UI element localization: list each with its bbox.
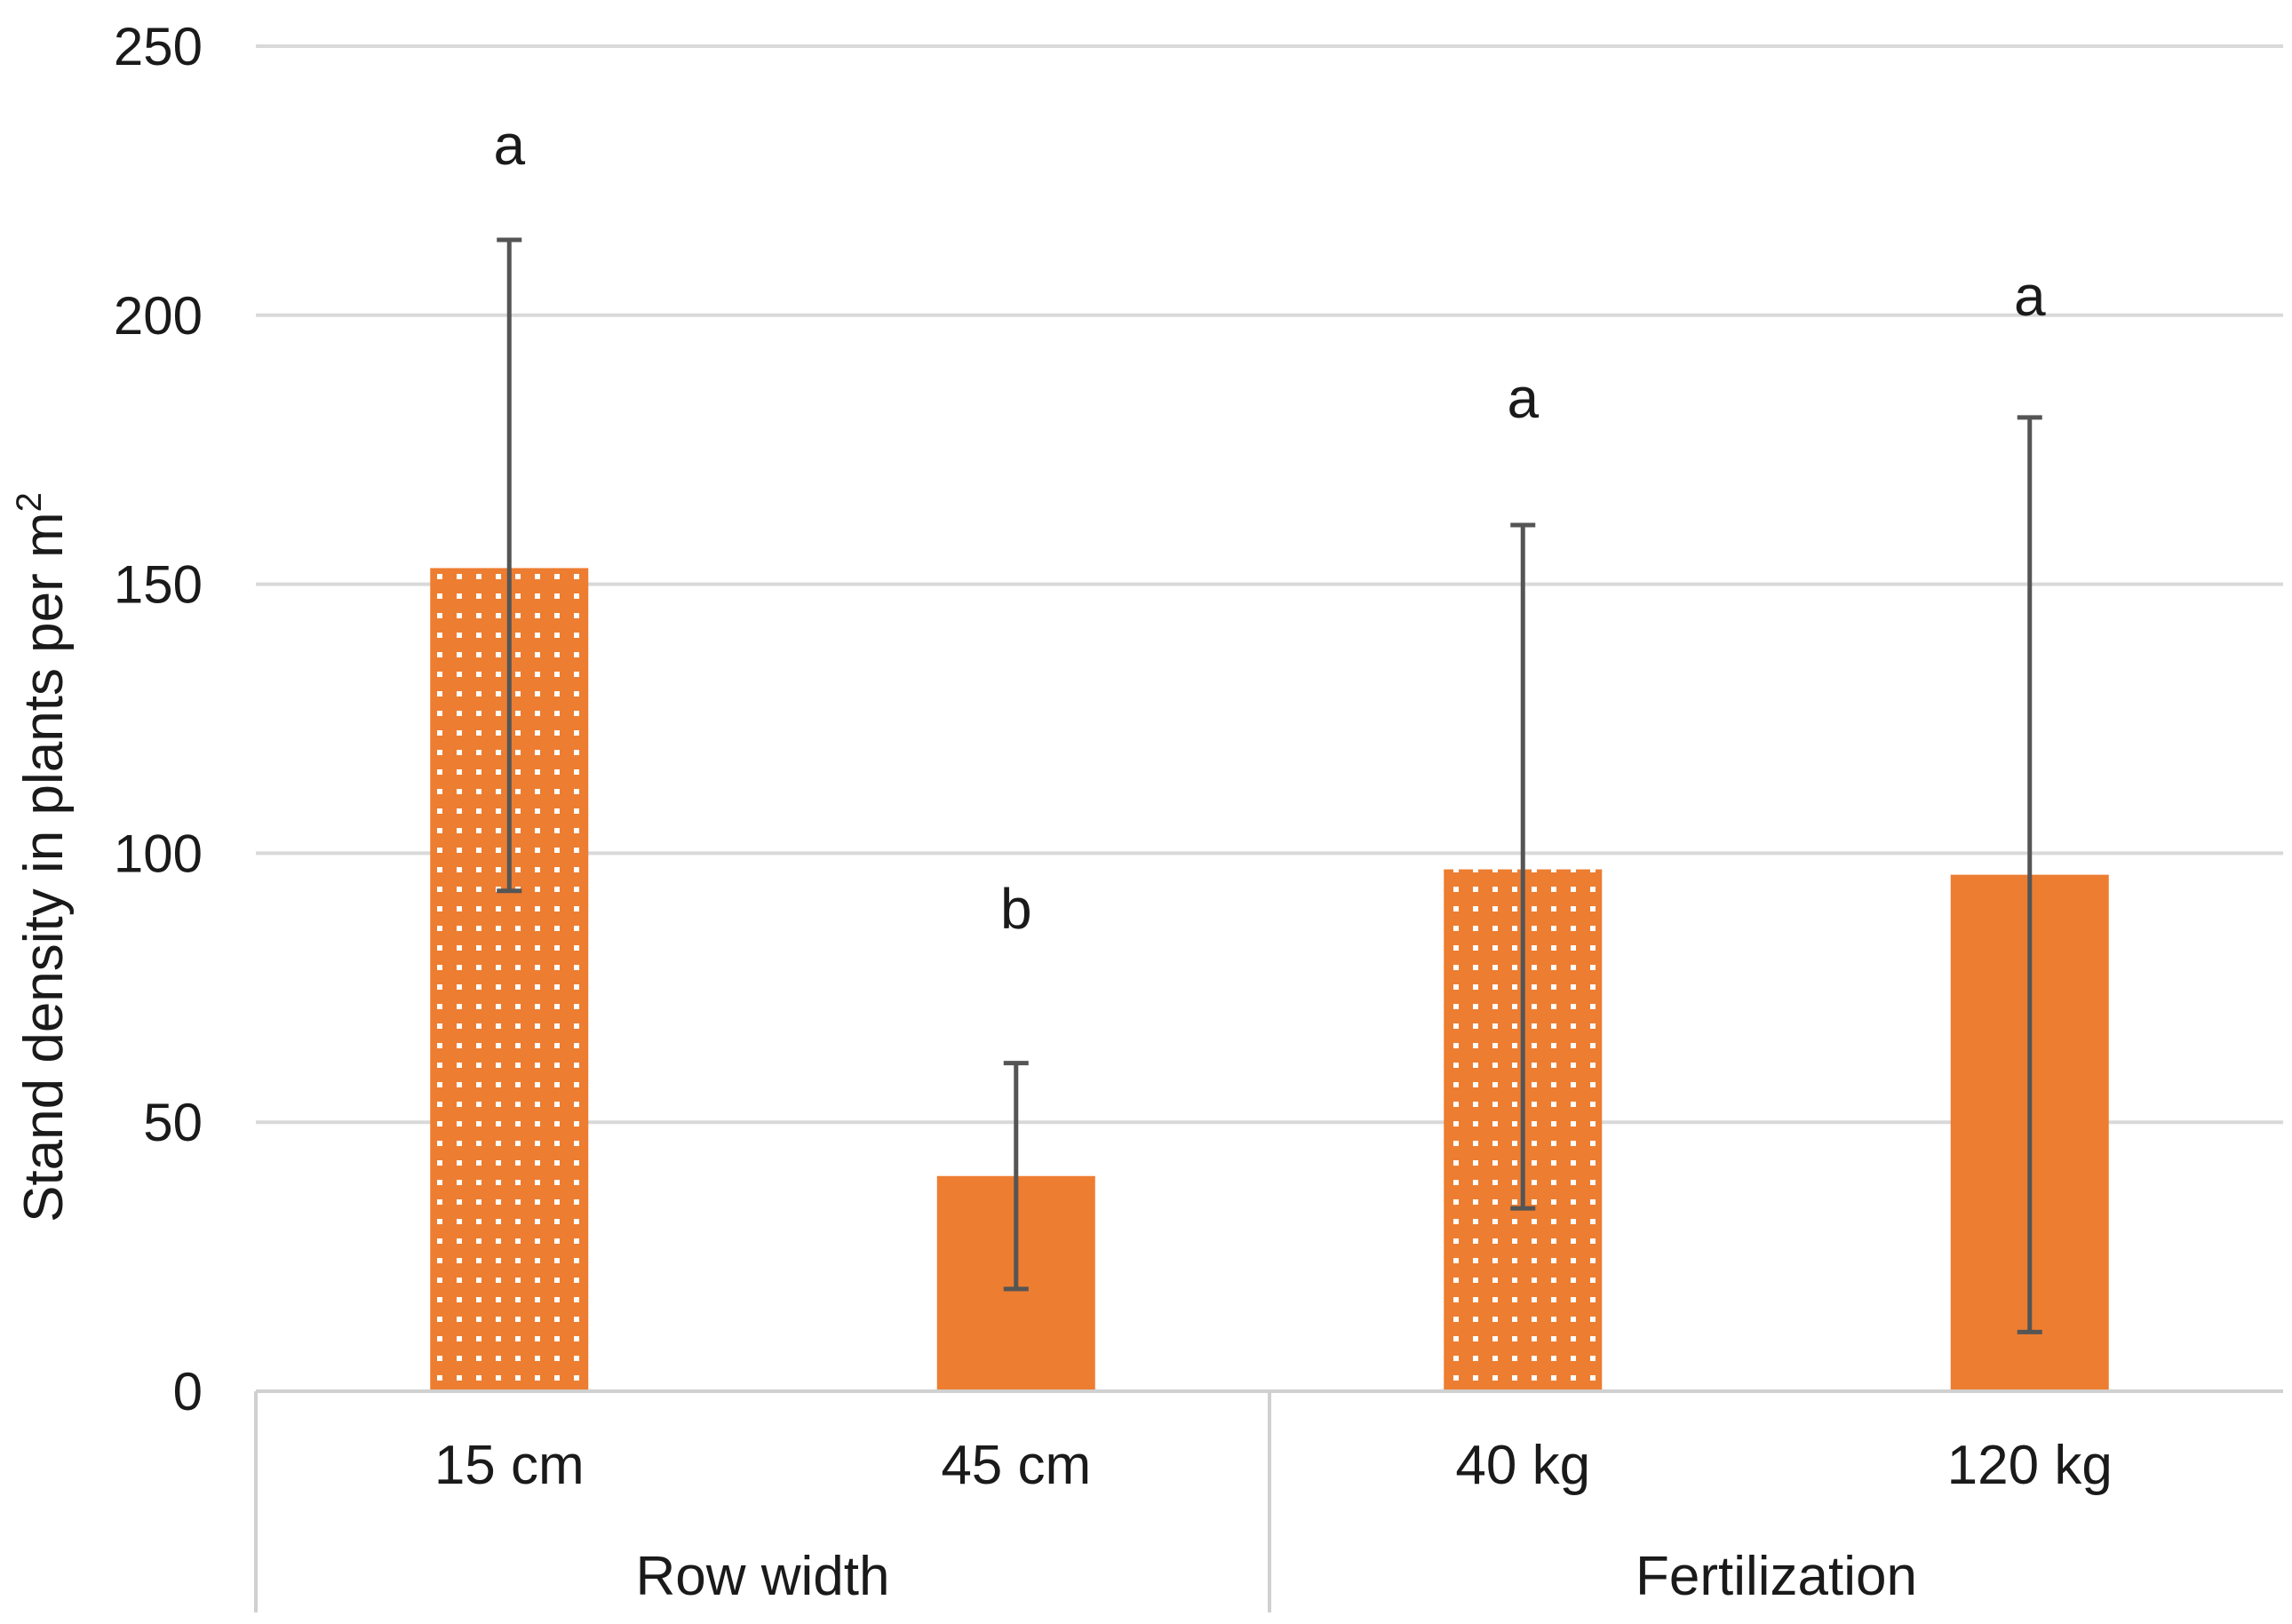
y-axis-label-superscript: 2 xyxy=(10,492,49,512)
y-tick-label: 50 xyxy=(143,1093,203,1152)
y-axis-label: Stand density in plants per m2 xyxy=(10,492,75,1222)
significance-letter: a xyxy=(1507,366,1539,430)
x-tick-label: 45 cm xyxy=(941,1435,1091,1496)
y-axis-label-text: Stand density in plants per m xyxy=(13,512,75,1222)
x-group-label: Fertilization xyxy=(1635,1546,1917,1607)
x-tick-label: 15 cm xyxy=(434,1435,585,1496)
y-tick-label: 200 xyxy=(114,286,203,346)
y-tick-label: 250 xyxy=(114,17,203,76)
x-group-label: Row width xyxy=(636,1546,890,1607)
y-tick-label: 150 xyxy=(114,555,203,615)
significance-letter: a xyxy=(2014,264,2046,328)
significance-letter: a xyxy=(493,113,525,177)
x-tick-label: 120 kg xyxy=(1947,1435,2113,1496)
y-tick-label: 100 xyxy=(114,824,203,883)
significance-letter: b xyxy=(1000,877,1032,941)
y-tick-label: 0 xyxy=(173,1362,203,1421)
x-tick-label: 40 kg xyxy=(1455,1435,1590,1496)
